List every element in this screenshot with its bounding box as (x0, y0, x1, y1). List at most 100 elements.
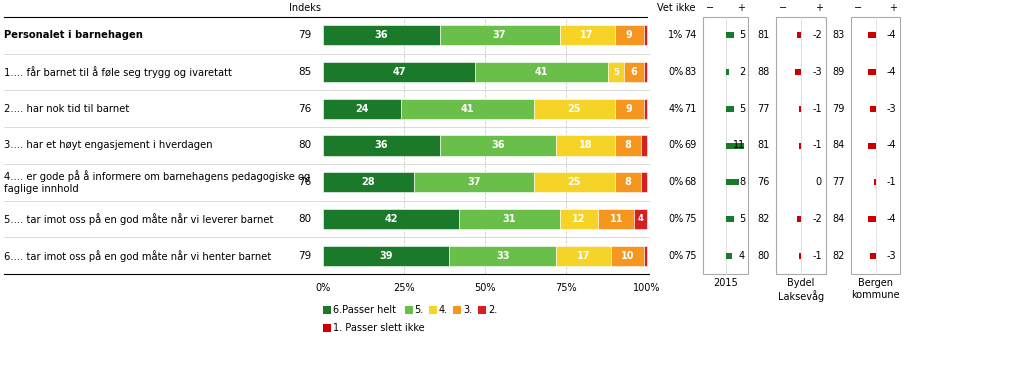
Text: 37: 37 (493, 30, 506, 40)
Text: -4: -4 (887, 214, 896, 224)
Bar (534, 99, 614, 119)
Text: 0%: 0% (669, 67, 684, 77)
Bar (725, 179, 739, 185)
Text: 42: 42 (384, 214, 397, 224)
Text: 4: 4 (638, 214, 643, 223)
Bar (868, 69, 876, 75)
Text: 77: 77 (758, 104, 770, 114)
Text: 77: 77 (833, 177, 845, 187)
Text: 10: 10 (621, 251, 634, 261)
Text: 12: 12 (572, 214, 586, 224)
Text: 79: 79 (833, 104, 845, 114)
Text: 4.... er gode på å informere om barnehagens pedagogiske og
faglige innhold: 4.... er gode på å informere om barnehag… (4, 170, 310, 194)
Bar (323, 324, 331, 332)
Bar (798, 33, 801, 38)
Text: 33: 33 (496, 251, 510, 261)
Bar (429, 306, 437, 314)
Text: 5: 5 (613, 68, 620, 77)
Bar (725, 69, 729, 75)
Text: 17: 17 (578, 251, 591, 261)
Text: -1: -1 (812, 251, 822, 261)
Text: +: + (815, 3, 823, 13)
Bar (725, 106, 734, 112)
Bar (868, 143, 876, 149)
Text: -4: -4 (887, 141, 896, 150)
Text: Indeks: Indeks (289, 3, 321, 13)
Text: 75%: 75% (555, 283, 577, 293)
Text: 1%: 1% (669, 30, 684, 40)
Text: -2: -2 (812, 30, 822, 40)
Bar (799, 253, 801, 259)
Text: 4.: 4. (439, 305, 449, 315)
Text: 25: 25 (567, 177, 581, 187)
Bar (450, 246, 556, 266)
Text: 76: 76 (758, 177, 770, 187)
Text: 25%: 25% (393, 283, 415, 293)
Text: 28: 28 (361, 177, 375, 187)
Text: 75: 75 (684, 251, 697, 261)
Text: Bydel
Laksevåg: Bydel Laksevåg (778, 278, 824, 302)
Bar (459, 209, 559, 229)
Bar (439, 135, 556, 156)
Bar (725, 33, 734, 38)
Text: 17: 17 (581, 30, 594, 40)
Text: 41: 41 (535, 67, 549, 77)
Text: -3: -3 (812, 67, 822, 77)
Text: 74: 74 (685, 30, 697, 40)
Text: −: − (706, 3, 714, 13)
Bar (439, 25, 559, 45)
Text: 79: 79 (298, 30, 311, 40)
Bar (798, 216, 801, 222)
Text: Bergen
kommune: Bergen kommune (851, 278, 900, 300)
Bar (323, 209, 459, 229)
Text: 81: 81 (758, 141, 770, 150)
Text: 6.Passer helt: 6.Passer helt (333, 305, 396, 315)
Bar (454, 306, 462, 314)
Bar (644, 246, 647, 266)
Text: -4: -4 (887, 67, 896, 77)
Text: 89: 89 (833, 67, 845, 77)
Text: 36: 36 (492, 141, 505, 150)
Bar (323, 172, 414, 192)
Bar (598, 209, 634, 229)
Text: 88: 88 (758, 67, 770, 77)
Bar (323, 99, 400, 119)
Text: 5: 5 (738, 214, 745, 224)
Text: 2: 2 (738, 67, 745, 77)
Text: -1: -1 (812, 104, 822, 114)
Text: 36: 36 (375, 141, 388, 150)
Text: 84: 84 (833, 141, 845, 150)
Text: 36: 36 (375, 30, 388, 40)
Bar (725, 253, 732, 259)
Text: 69: 69 (685, 141, 697, 150)
Bar (323, 246, 450, 266)
Bar (611, 246, 644, 266)
Text: 8: 8 (624, 177, 631, 187)
Text: +: + (889, 3, 897, 13)
Bar (725, 143, 744, 149)
Text: 85: 85 (298, 67, 311, 77)
Text: −: − (779, 3, 787, 13)
Text: 80: 80 (298, 141, 311, 150)
Text: 24: 24 (355, 104, 369, 114)
Bar (614, 172, 641, 192)
Text: 80: 80 (298, 214, 311, 224)
Bar (641, 135, 647, 156)
Text: 11: 11 (733, 141, 745, 150)
Bar (703, 17, 748, 274)
Text: 100%: 100% (633, 283, 660, 293)
Bar (556, 246, 611, 266)
Bar (475, 62, 608, 82)
Text: 82: 82 (833, 251, 845, 261)
Text: 5.... tar imot oss på en god måte når vi leverer barnet: 5.... tar imot oss på en god måte når vi… (4, 213, 273, 225)
Text: 4%: 4% (669, 104, 684, 114)
Text: −: − (854, 3, 862, 13)
Text: +: + (737, 3, 745, 13)
Bar (323, 135, 439, 156)
Bar (614, 99, 644, 119)
Text: 39: 39 (380, 251, 393, 261)
Text: 71: 71 (685, 104, 697, 114)
Bar (608, 62, 625, 82)
Text: 2015: 2015 (713, 278, 738, 288)
Bar (404, 306, 413, 314)
